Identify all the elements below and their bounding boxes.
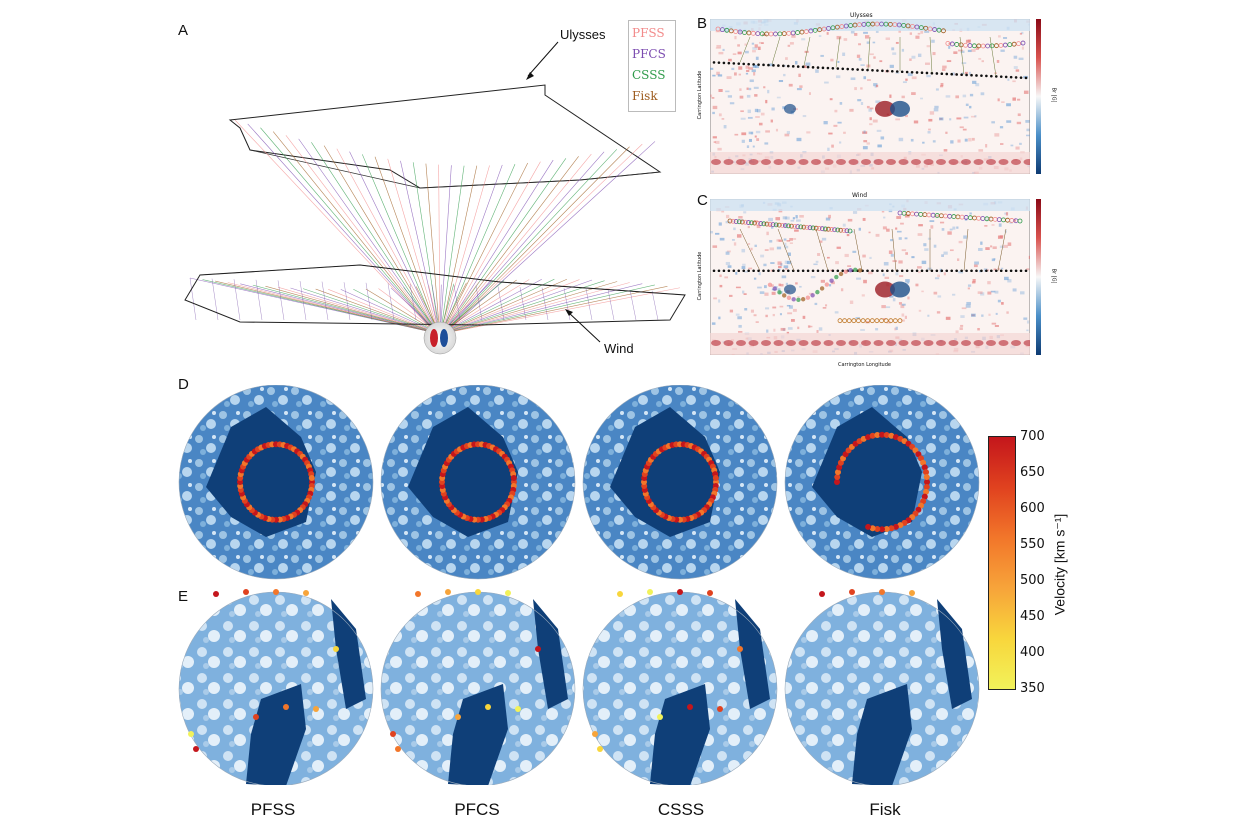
map-c-carrington-map: 0°90°180°270°360° [710,199,1030,355]
legend-pfss: PFSS [632,26,665,40]
colorbar-tick: 450 [1020,609,1045,624]
colorbar-tick: 500 [1020,573,1045,588]
panel-a-field-lines-figure [184,41,686,355]
map-c-ylabel: Carrington Latitude [697,251,703,301]
panel-label-d: D [178,376,189,393]
colorbar-tick: 400 [1020,645,1045,660]
map-b-title: Ulysses [850,12,873,19]
globe-d-3 [582,385,778,580]
panel-label-e: E [178,588,189,605]
caption-csss: CSSS [657,800,705,819]
map-b-cbar-label: Br [G] [1050,87,1057,103]
map-b-colorbar [1036,19,1041,174]
caption-pfss: PFSS [250,800,296,819]
legend-pfcs: PFCS [632,47,666,61]
colorbar-tick: 700 [1020,429,1045,444]
velocity-colorbar-label: Velocity [km s⁻¹] [1051,513,1068,616]
map-c-cbar-label: Br [G] [1050,268,1057,284]
caption-fisk: Fisk [869,800,901,819]
colorbar-tick: 350 [1020,681,1045,696]
ulysses-inner-outline [249,149,661,189]
colorbar-tick: 550 [1020,537,1045,552]
colorbar-tick: 650 [1020,465,1045,480]
globe-e-4 [784,589,980,785]
globe-d-1 [178,385,374,580]
ulysses-trajectory-outline [228,84,662,189]
panel-label-a: A [178,22,189,39]
map-b-ylabel: Carrington Latitude [697,70,703,120]
field-lines-group [189,119,681,339]
panel-label-b: B [697,15,708,32]
map-c-title: Wind [852,192,868,199]
legend-fisk: Fisk [632,89,658,103]
globes-figure [178,385,980,785]
wind-annotation: Wind [604,341,634,356]
legend-csss: CSSS [632,68,666,82]
panel-a-legend: PFSS PFCS CSSS Fisk [628,20,676,112]
panel-label-c: C [697,192,708,209]
velocity-colorbar [988,436,1016,690]
globe-e-1 [178,589,374,785]
ulysses-annotation: Ulysses [560,27,606,42]
map-c-colorbar [1036,199,1041,355]
globe-e-3 [582,589,778,785]
globe-e-2 [380,589,576,785]
caption-pfcs: PFCS [454,800,500,819]
map-b-carrington-map: 0°90°180°270°360° [710,19,1030,174]
map-c-xlabel: Carrington Longitude [838,362,891,368]
globe-d-4 [784,385,980,580]
wind-arrow [567,311,601,343]
ulysses-arrow [527,41,559,77]
globe-d-2 [380,385,576,580]
colorbar-tick: 600 [1020,501,1045,516]
